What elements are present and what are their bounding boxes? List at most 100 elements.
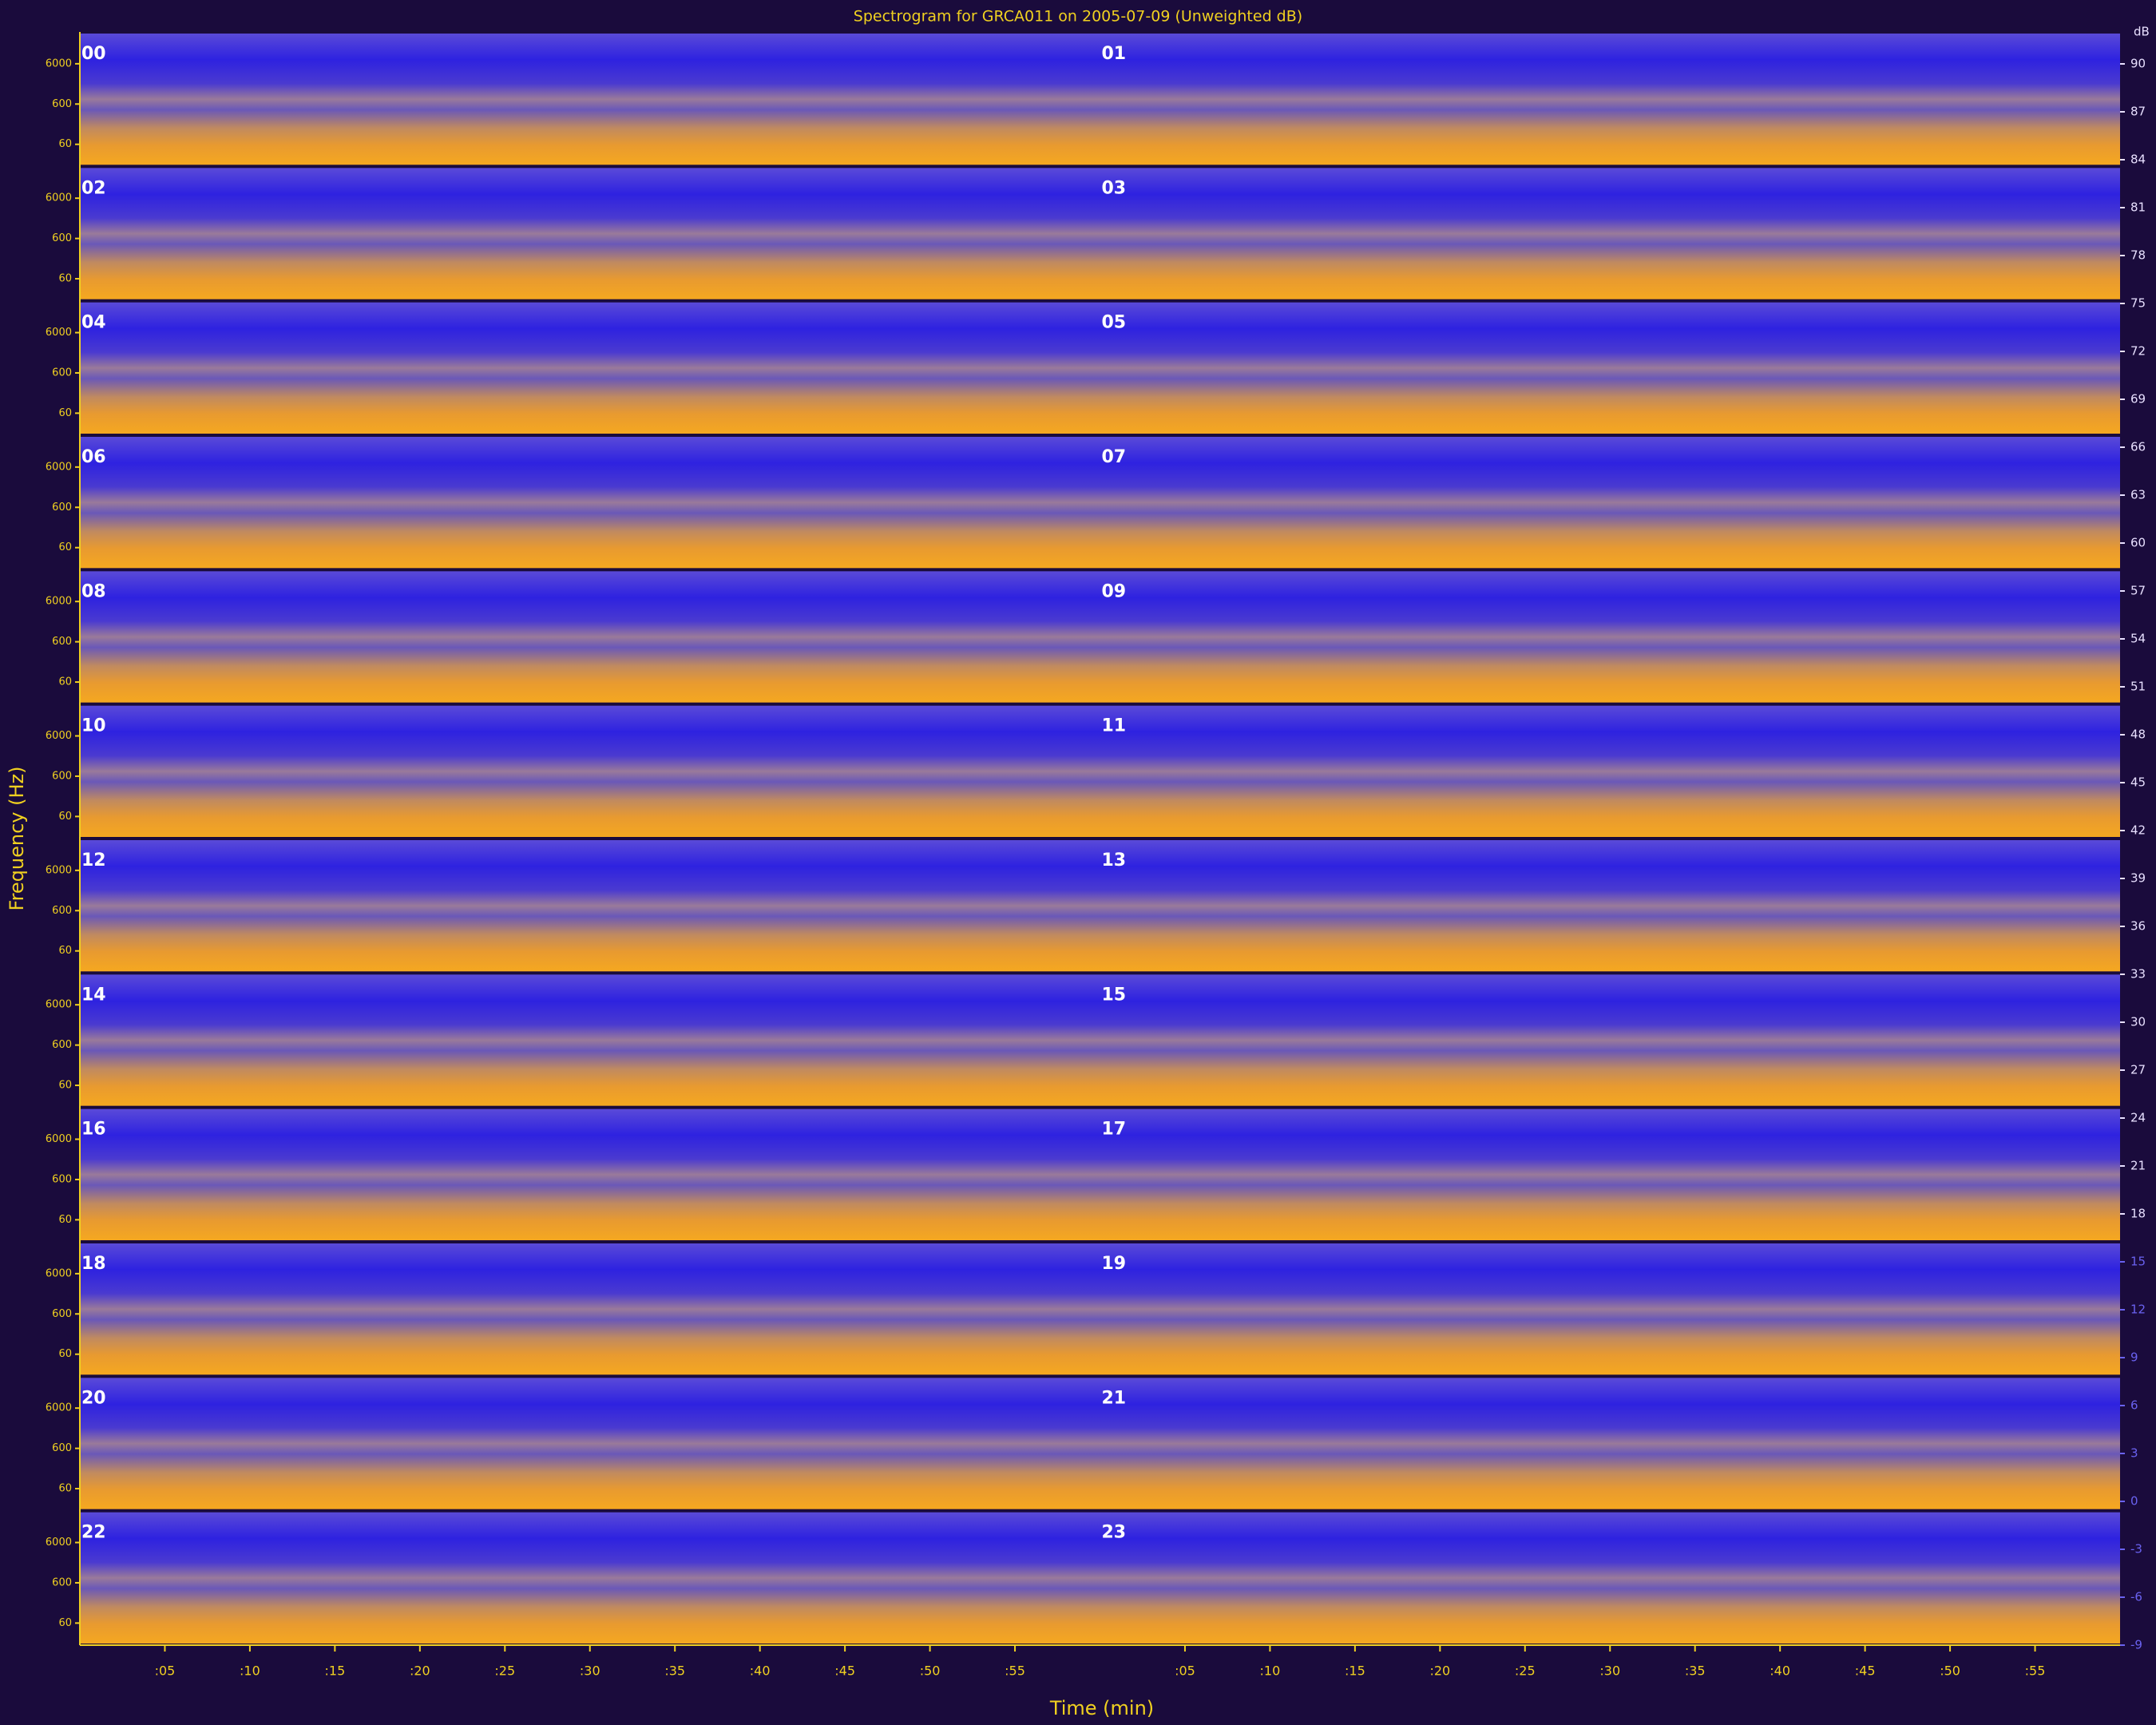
spectrogram-row bbox=[80, 705, 2120, 837]
x-tick-label: :25 bbox=[494, 1664, 515, 1679]
colorbar-tick-label: 45 bbox=[2130, 775, 2146, 790]
y-tick-label: 60 bbox=[58, 945, 72, 957]
spectrogram-row bbox=[80, 974, 2120, 1106]
colorbar-tick-label: 21 bbox=[2130, 1159, 2146, 1173]
y-tick-label: 600 bbox=[52, 367, 72, 379]
x-tick-label: :50 bbox=[1940, 1664, 1960, 1679]
y-tick-label: 600 bbox=[52, 98, 72, 110]
spectrogram-row bbox=[80, 1512, 2120, 1644]
y-tick-label: 600 bbox=[52, 1442, 72, 1454]
y-tick-label: 600 bbox=[52, 636, 72, 648]
colorbar-tick-label: 0 bbox=[2130, 1494, 2138, 1509]
colorbar-tick-label: -9 bbox=[2130, 1638, 2142, 1652]
y-tick-label: 6000 bbox=[46, 864, 72, 876]
y-tick-label: 60 bbox=[58, 541, 72, 553]
colorbar-tick-label: 72 bbox=[2130, 344, 2146, 359]
colorbar-tick-label: 24 bbox=[2130, 1111, 2146, 1125]
y-tick-label: 6000 bbox=[46, 596, 72, 608]
hour-label: 01 bbox=[1102, 44, 1127, 64]
x-tick-label: :10 bbox=[240, 1664, 260, 1679]
hour-label: 15 bbox=[1102, 985, 1127, 1005]
y-tick-label: 60 bbox=[58, 811, 72, 823]
hour-label: 04 bbox=[81, 313, 106, 333]
y-tick-label: 6000 bbox=[46, 999, 72, 1011]
colorbar-tick-label: 66 bbox=[2130, 440, 2146, 454]
colorbar-tick-label: 9 bbox=[2130, 1350, 2138, 1365]
spectrogram-row bbox=[80, 1243, 2120, 1375]
hour-label: 03 bbox=[1102, 178, 1127, 198]
x-tick-label: :20 bbox=[410, 1664, 430, 1679]
x-tick-label: :10 bbox=[1260, 1664, 1281, 1679]
hour-label: 00 bbox=[81, 44, 106, 64]
x-tick-label: :05 bbox=[1175, 1664, 1195, 1679]
hour-label: 07 bbox=[1102, 447, 1127, 467]
x-tick-label: :25 bbox=[1515, 1664, 1536, 1679]
y-tick-label: 60 bbox=[58, 138, 72, 150]
colorbar-tick-label: 6 bbox=[2130, 1398, 2138, 1413]
hour-label: 10 bbox=[81, 716, 106, 736]
colorbar-tick-label: 33 bbox=[2130, 967, 2146, 981]
y-tick-label: 6000 bbox=[46, 1402, 72, 1414]
colorbar-tick-label: 18 bbox=[2130, 1207, 2146, 1221]
x-tick-label: :05 bbox=[155, 1664, 176, 1679]
hour-label: 09 bbox=[1102, 581, 1127, 601]
x-tick-label: :20 bbox=[1429, 1664, 1450, 1679]
y-tick-label: 600 bbox=[52, 232, 72, 244]
spectrogram-row bbox=[80, 840, 2120, 972]
colorbar-tick-label: 78 bbox=[2130, 248, 2146, 263]
y-tick-label: 600 bbox=[52, 1173, 72, 1185]
hour-label: 02 bbox=[81, 178, 106, 198]
hour-label: 12 bbox=[81, 851, 106, 870]
colorbar-tick-label: 12 bbox=[2130, 1303, 2146, 1317]
y-tick-label: 6000 bbox=[46, 192, 72, 204]
colorbar-tick-label: -3 bbox=[2130, 1542, 2142, 1556]
y-axis-label: Frequency (Hz) bbox=[6, 767, 28, 911]
x-tick-label: :50 bbox=[920, 1664, 941, 1679]
y-tick-label: 60 bbox=[58, 273, 72, 285]
spectrogram-row bbox=[80, 302, 2120, 434]
colorbar-tick-label: 48 bbox=[2130, 728, 2146, 742]
x-tick-label: :55 bbox=[2025, 1664, 2046, 1679]
colorbar-tick-label: 81 bbox=[2130, 200, 2146, 215]
hour-label: 17 bbox=[1102, 1120, 1127, 1140]
x-tick-label: :40 bbox=[750, 1664, 771, 1679]
colorbar-tick-label: 15 bbox=[2130, 1255, 2146, 1269]
colorbar-tick-label: 27 bbox=[2130, 1063, 2146, 1077]
hour-label: 23 bbox=[1102, 1523, 1127, 1543]
colorbar-tick-label: 39 bbox=[2130, 871, 2146, 886]
y-tick-label: 600 bbox=[52, 1308, 72, 1320]
x-tick-label: :15 bbox=[1345, 1664, 1365, 1679]
colorbar-tick-label: 69 bbox=[2130, 392, 2146, 406]
colorbar-tick-label: 60 bbox=[2130, 536, 2146, 550]
y-tick-label: 6000 bbox=[46, 730, 72, 742]
x-tick-label: :55 bbox=[1005, 1664, 1025, 1679]
x-tick-label: :45 bbox=[1855, 1664, 1876, 1679]
hour-label: 08 bbox=[81, 581, 106, 601]
colorbar-tick-label: 54 bbox=[2130, 632, 2146, 646]
y-tick-label: 6000 bbox=[46, 1537, 72, 1549]
x-tick-label: :35 bbox=[1685, 1664, 1706, 1679]
colorbar-tick-label: 36 bbox=[2130, 919, 2146, 934]
y-tick-label: 60 bbox=[58, 1080, 72, 1092]
hour-label: 06 bbox=[81, 447, 106, 467]
x-tick-label: :30 bbox=[1599, 1664, 1620, 1679]
x-axis-label: Time (min) bbox=[1049, 1697, 1154, 1719]
y-tick-label: 6000 bbox=[46, 58, 72, 69]
colorbar-tick-label: 87 bbox=[2130, 105, 2146, 119]
hour-label: 16 bbox=[81, 1120, 106, 1140]
y-tick-label: 6000 bbox=[46, 1133, 72, 1145]
colorbar-tick-label: 42 bbox=[2130, 823, 2146, 838]
colorbar-tick-label: 84 bbox=[2130, 153, 2146, 167]
colorbar-tick-label: 90 bbox=[2130, 57, 2146, 71]
x-tick-label: :45 bbox=[834, 1664, 855, 1679]
hour-label: 13 bbox=[1102, 851, 1127, 870]
hour-label: 05 bbox=[1102, 313, 1127, 333]
y-tick-label: 600 bbox=[52, 1039, 72, 1051]
spectrogram-row bbox=[80, 1378, 2120, 1509]
spectrogram-row bbox=[80, 1108, 2120, 1240]
x-tick-label: :40 bbox=[1770, 1664, 1790, 1679]
y-tick-label: 60 bbox=[58, 1483, 72, 1495]
hour-label: 14 bbox=[81, 985, 106, 1005]
